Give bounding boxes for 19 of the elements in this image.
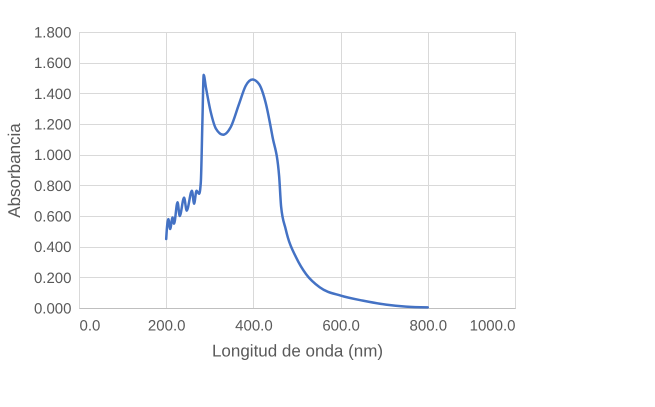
y-axis-title: Absorbancia xyxy=(4,122,24,218)
x-tick-label: 200.0 xyxy=(148,318,186,334)
y-tick-label: 0.600 xyxy=(34,208,72,226)
y-tick-label: 1.200 xyxy=(34,116,72,134)
x-tick-label: 400.0 xyxy=(235,318,273,334)
y-tick-label: 1.400 xyxy=(34,86,72,103)
line-series xyxy=(164,74,430,309)
x-tick-label: 0.0 xyxy=(80,318,100,334)
x-tick-label: 800.0 xyxy=(410,318,448,334)
y-tick-label: 0.000 xyxy=(34,300,72,318)
y-tick-label: 0.400 xyxy=(34,239,72,256)
x-axis-title: Longitud de onda (nm) xyxy=(212,342,384,360)
y-tick-label: 1.000 xyxy=(34,147,72,164)
y-tick-label: 1.800 xyxy=(34,24,72,42)
y-tick-label: 0.800 xyxy=(34,178,72,195)
x-tick-label: 600.0 xyxy=(322,318,360,334)
x-tick-label: 1000.0 xyxy=(470,318,516,334)
y-tick-label: 0.200 xyxy=(34,270,72,287)
y-tick-label: 1.600 xyxy=(34,55,72,72)
